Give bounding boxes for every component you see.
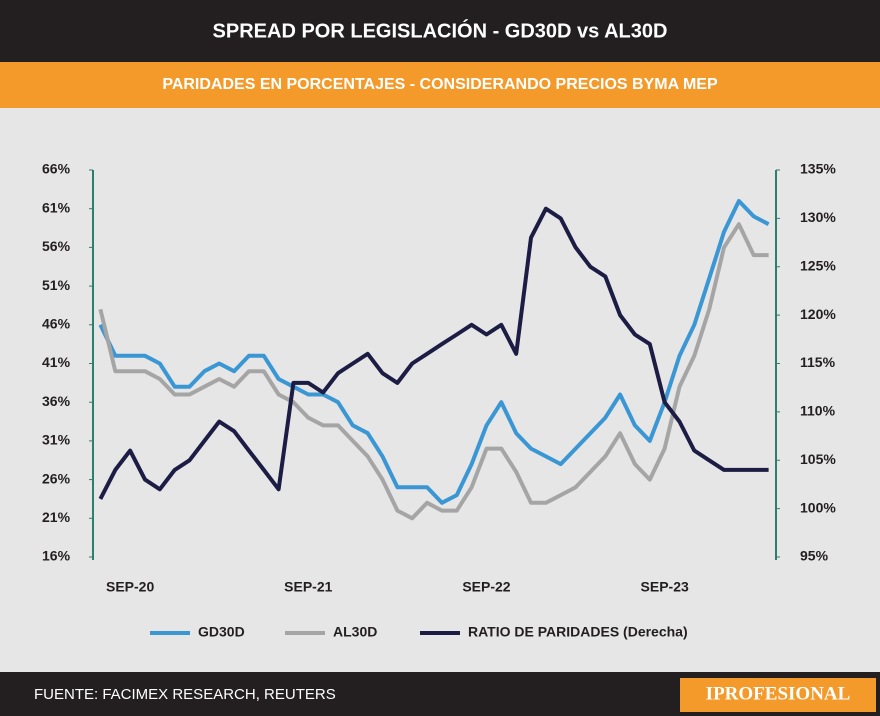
y2-tick-label: 125%: [800, 257, 836, 273]
y-tick-label: 46%: [42, 316, 71, 332]
y2-tick-label: 130%: [800, 209, 836, 225]
y2-tick-label: 95%: [800, 548, 829, 564]
header-bar: [0, 0, 880, 62]
chart-title: SPREAD POR LEGISLACIÓN - GD30D vs AL30D: [213, 18, 668, 42]
brand-box: [680, 678, 876, 712]
y-tick-label: 31%: [42, 432, 71, 448]
y-tick-label: 61%: [42, 199, 71, 215]
x-tick-label: SEP-22: [462, 579, 510, 595]
x-tick-label: SEP-21: [284, 579, 332, 595]
y-tick-label: 36%: [42, 393, 71, 409]
x-tick-label: SEP-20: [106, 579, 154, 595]
y2-tick-label: 115%: [800, 354, 836, 370]
series-line: [98, 206, 769, 500]
series-line: [98, 222, 769, 521]
y-tick-label: 16%: [42, 548, 71, 564]
chart-background: [0, 108, 880, 672]
legend-label: GD30D: [198, 624, 245, 640]
chart-subtitle: PARIDADES EN PORCENTAJES - CONSIDERANDO …: [162, 76, 718, 93]
y2-tick-label: 120%: [800, 306, 836, 322]
y-tick-label: 21%: [42, 509, 71, 525]
y2-tick-label: 100%: [800, 499, 836, 515]
y-tick-label: 26%: [42, 470, 71, 486]
brand: IPROFESIONAL: [706, 683, 851, 704]
y2-tick-label: 105%: [800, 451, 836, 467]
source: FUENTE: FACIMEX RESEARCH, REUTERS: [34, 686, 336, 703]
legend-label: AL30D: [333, 624, 377, 640]
x-tick-label: SEP-23: [641, 579, 689, 595]
y-tick-label: 51%: [42, 277, 71, 293]
y-tick-label: 66%: [42, 161, 71, 177]
series-line: [98, 199, 770, 505]
y2-tick-label: 110%: [800, 403, 836, 419]
y-tick-label: 41%: [42, 354, 71, 370]
y-tick-label: 56%: [42, 238, 71, 254]
subheader-bar: [0, 62, 880, 108]
y2-tick-label: 135%: [800, 161, 836, 177]
legend-label: RATIO DE PARIDADES (Derecha): [468, 624, 688, 640]
